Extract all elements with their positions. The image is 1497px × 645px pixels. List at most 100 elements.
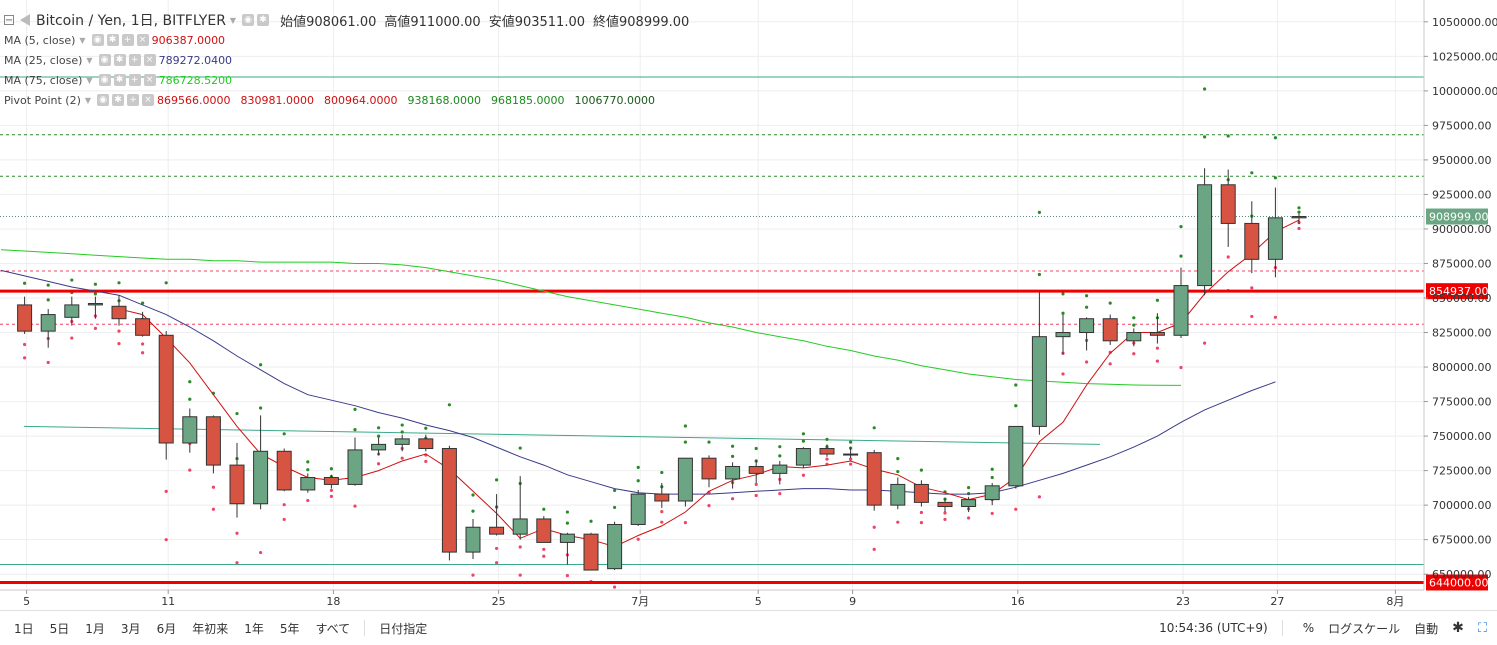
pivot-dot [872, 525, 876, 529]
collapse-icon[interactable]: − [4, 14, 14, 26]
chevron-down-icon[interactable]: ▼ [86, 55, 93, 65]
pivot-dot [754, 482, 758, 487]
auto-scale-toggle[interactable]: 自動 [1414, 621, 1439, 636]
close-icon[interactable]: × [143, 54, 156, 66]
plus-icon[interactable]: + [127, 94, 140, 106]
candle-body [725, 465, 741, 480]
pivot-dot [896, 469, 900, 474]
candle-body [819, 448, 835, 455]
candle-body [701, 457, 717, 480]
chevron-down-icon[interactable]: ▼ [79, 35, 86, 45]
range-button[interactable]: 5年 [279, 621, 300, 636]
candle-body [347, 449, 363, 485]
pivot-dot [1203, 341, 1207, 345]
pivot-dot [778, 492, 782, 496]
candle-body [182, 416, 198, 444]
candle-body [394, 438, 410, 445]
close-icon[interactable]: × [143, 74, 156, 86]
percent-toggle[interactable]: % [1302, 621, 1315, 635]
range-button[interactable]: 1月 [85, 621, 105, 636]
x-tick-label: 9 [849, 595, 856, 608]
eye-icon[interactable]: ◉ [98, 54, 111, 66]
y-tick-label: 850000.00 [1432, 292, 1492, 305]
gear-icon[interactable]: ✱ [1452, 620, 1464, 636]
candle-body [890, 483, 906, 506]
pivot-dot [872, 426, 876, 430]
candle-body [583, 533, 599, 571]
gear-icon[interactable]: ✱ [113, 54, 126, 66]
pivot-dot [919, 510, 924, 515]
teal-lines [0, 76, 1424, 566]
pivot-dot [306, 468, 310, 472]
plus-icon[interactable]: + [128, 54, 141, 66]
gear-icon[interactable]: ✱ [257, 14, 270, 26]
eye-icon[interactable]: ◉ [91, 34, 104, 46]
date-range-button[interactable]: 日付指定 [379, 621, 428, 636]
y-tick-label: 1050000.00 [1432, 16, 1497, 29]
chevron-down-icon[interactable]: ▼ [86, 75, 93, 85]
eye-icon[interactable]: ◉ [97, 94, 110, 106]
gear-icon[interactable]: ✱ [106, 34, 119, 46]
pivot-dot [778, 454, 782, 458]
symbol-title[interactable]: Bitcoin / Yen, 1日, BITFLYER [36, 13, 226, 29]
close-icon[interactable]: × [142, 94, 155, 106]
pivot-dot [259, 406, 263, 410]
indicator-row: MA (5, close) ▼ ◉ ✱ + × 906387.0000 [4, 30, 689, 50]
y-tick-label: 750000.00 [1432, 430, 1492, 443]
eye-icon[interactable]: ◉ [98, 74, 111, 86]
range-button[interactable]: すべて [315, 621, 351, 636]
x-tick-label: 7月 [631, 595, 649, 608]
range-button[interactable]: 3月 [120, 621, 141, 636]
pivot-dot [400, 423, 404, 427]
indicator-name[interactable]: MA (5, close) [4, 33, 76, 47]
fullscreen-icon[interactable]: ⛶ [1477, 620, 1487, 636]
gear-icon[interactable]: ✱ [113, 74, 126, 86]
y-tick-label: 950000.00 [1432, 154, 1492, 167]
plus-icon[interactable]: + [121, 34, 134, 46]
indicator-name[interactable]: Pivot Point (2) [4, 93, 81, 107]
x-tick-label: 23 [1176, 595, 1190, 608]
close-icon[interactable]: × [136, 34, 149, 46]
candle-body [843, 453, 859, 456]
indicator-value: 968185.0000 [490, 93, 565, 107]
candle-body [630, 493, 646, 525]
range-button[interactable]: 5日 [49, 621, 70, 636]
range-button[interactable]: 6月 [156, 621, 177, 636]
candle-body [1031, 336, 1047, 427]
pivot-dot [23, 356, 27, 360]
pivot-dot [707, 440, 711, 444]
y-tick-label: 975000.00 [1432, 119, 1492, 132]
candle-body [17, 304, 33, 332]
candle-body [441, 448, 457, 553]
pivot-dot [93, 292, 97, 296]
candle-body [1079, 318, 1095, 334]
pivot-dot [542, 547, 546, 551]
pivot-dot [471, 573, 475, 577]
pivot-dot [259, 550, 263, 555]
candle-body [1267, 217, 1283, 260]
indicator-row: Pivot Point (2) ▼ ◉ ✱ + × 869566.0000 830981.00… [4, 90, 689, 110]
indicator-name[interactable]: MA (25, close) [4, 53, 83, 67]
chevron-down-icon[interactable]: ▼ [229, 15, 237, 25]
candle-body [1102, 318, 1118, 342]
candle-body [677, 457, 693, 502]
range-button[interactable]: 年初来 [192, 621, 229, 636]
level-price-label: 644000.00 [1429, 576, 1489, 589]
pivot-dot [259, 363, 263, 367]
pivot-dot [849, 462, 853, 466]
plus-icon[interactable]: + [128, 74, 141, 86]
candle-body [866, 452, 882, 506]
range-button[interactable]: 1年 [244, 621, 264, 636]
pivot-dot [919, 521, 924, 525]
chevron-down-icon[interactable]: ▼ [84, 95, 92, 105]
indicator-value: 1006770.0000 [574, 93, 655, 107]
indicator-name[interactable]: MA (75, close) [4, 73, 83, 87]
gear-icon[interactable]: ✱ [112, 94, 125, 106]
pivot-dot [1179, 254, 1183, 258]
pivot-dot [542, 507, 546, 511]
log-scale-toggle[interactable]: ログスケール [1328, 621, 1401, 636]
eye-icon[interactable]: ◉ [242, 14, 255, 26]
range-button[interactable]: 1日 [14, 621, 34, 636]
candle-body [465, 526, 481, 553]
